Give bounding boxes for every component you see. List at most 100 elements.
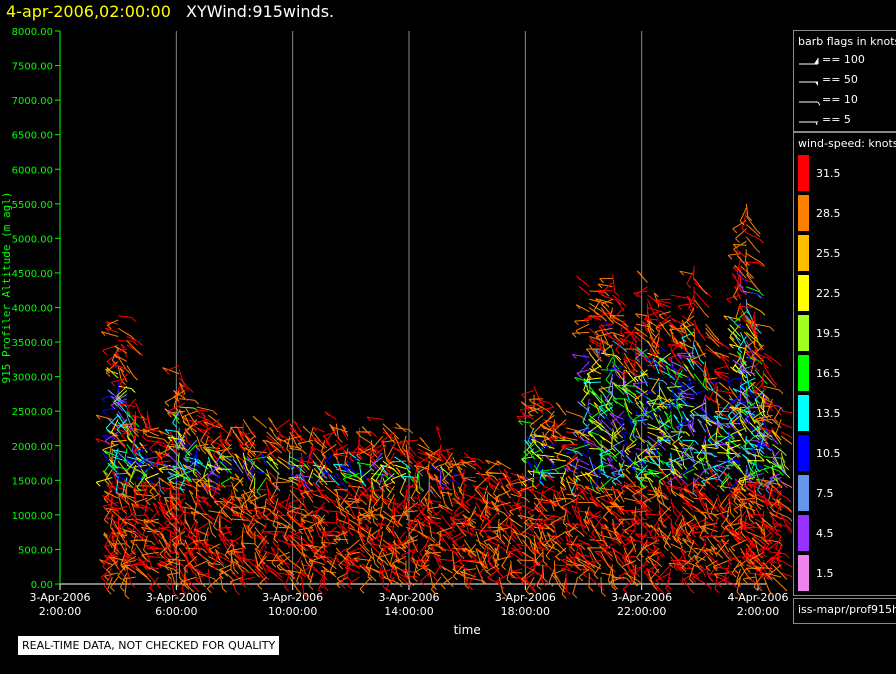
wind-barb <box>301 460 316 464</box>
wind-barb <box>347 551 360 556</box>
wind-barb-flag <box>332 453 338 458</box>
wind-barb-flag <box>513 501 519 507</box>
wind-barb-flag <box>173 396 179 402</box>
wind-barb-flag <box>714 588 720 594</box>
wind-barb <box>391 539 407 552</box>
wind-barb-flag <box>361 481 367 487</box>
wind-barb-flag <box>398 522 403 527</box>
wind-barb <box>335 531 349 538</box>
wind-barb-flag <box>202 446 208 452</box>
wind-barb-flag <box>394 522 399 528</box>
wind-barb-flag <box>202 548 208 554</box>
wind-barb <box>231 506 244 509</box>
wind-barb-flag <box>524 439 530 445</box>
wind-barb <box>193 539 209 542</box>
wind-barb-flag <box>105 427 111 433</box>
wind-barb-flag <box>272 482 277 488</box>
wind-barb-flag <box>502 592 508 597</box>
wind-barb <box>335 510 338 525</box>
wind-barb-flag <box>339 505 345 511</box>
wind-barb <box>288 497 302 505</box>
wind-barb-flag <box>503 469 509 474</box>
wind-barb-flag <box>582 421 588 427</box>
wind-barb <box>726 506 730 521</box>
wind-barb-flag <box>195 568 200 574</box>
wind-barb-flag <box>235 590 241 596</box>
wind-barb-flag <box>455 480 460 486</box>
wind-barb <box>207 518 213 534</box>
wind-barb-flag <box>318 480 324 486</box>
wind-barb-flag <box>342 451 348 457</box>
wind-barb <box>347 514 350 532</box>
wind-barb-flag <box>142 534 148 539</box>
wind-barb-flag <box>373 515 379 521</box>
wind-barb <box>254 556 260 574</box>
wind-barb-flag <box>336 523 342 529</box>
wind-barb <box>300 452 304 469</box>
wind-barb-flag <box>455 553 461 559</box>
wind-barb <box>659 468 677 471</box>
wind-barb <box>554 464 567 471</box>
wind-barb-flag <box>492 475 498 481</box>
wind-barb-flag <box>315 482 321 488</box>
wind-barb-flag <box>249 521 255 526</box>
wind-barb-flag <box>333 489 339 494</box>
wind-barb-flag <box>415 571 421 576</box>
wind-barb-flag <box>246 455 252 461</box>
wind-barb-flag <box>365 524 370 529</box>
wind-barb-flag <box>433 576 439 582</box>
wind-barb-flag <box>212 557 217 563</box>
wind-barb-flag <box>301 449 307 455</box>
wind-barb <box>572 576 579 594</box>
wind-barb-flag <box>187 477 193 483</box>
wind-barb <box>149 510 160 522</box>
wind-barb <box>525 402 543 408</box>
wind-barb-flag <box>131 427 137 433</box>
wind-barb <box>184 415 193 431</box>
wind-barb <box>365 556 372 568</box>
wind-barb-flag <box>531 438 536 444</box>
wind-barb <box>106 352 119 362</box>
wind-barb-flag <box>121 424 127 430</box>
wind-barb <box>312 518 320 536</box>
wind-barb-flag <box>203 477 208 482</box>
wind-barb <box>451 531 465 540</box>
wind-barb-flag <box>459 528 465 533</box>
wind-barb-flag <box>730 513 736 518</box>
wind-barb-flag <box>106 569 112 575</box>
wind-barb <box>336 560 350 568</box>
wind-barb <box>464 456 480 461</box>
wind-barb <box>255 448 267 459</box>
wind-barb-flag <box>485 472 491 477</box>
wind-barb-flag <box>321 541 326 547</box>
wind-barb <box>345 555 360 563</box>
wind-barb <box>333 452 348 456</box>
wind-barb-flag <box>357 532 363 538</box>
wind-barb <box>207 448 214 460</box>
wind-barb-flag <box>222 553 228 559</box>
wind-barb-flag <box>313 554 319 560</box>
wind-barb-flag <box>444 484 450 490</box>
wind-barb-flag <box>379 514 385 520</box>
wind-barb-flag <box>596 561 601 566</box>
wind-barb-flag <box>299 523 305 529</box>
wind-barb <box>565 527 571 541</box>
wind-barb-flag <box>384 561 389 566</box>
wind-barb-flag <box>583 453 588 459</box>
wind-barb-flag <box>178 446 184 451</box>
wind-barb-flag <box>520 401 526 407</box>
wind-barb <box>554 497 571 500</box>
wind-barb-flag <box>626 577 631 583</box>
wind-barb-flag <box>389 563 395 569</box>
wind-barb-flag <box>519 409 525 415</box>
wind-barb-flag <box>599 278 605 284</box>
wind-barb <box>179 477 186 489</box>
wind-barb-flag <box>338 564 344 570</box>
wind-barb <box>266 469 273 484</box>
wind-barb <box>258 551 267 566</box>
wind-barb <box>170 576 175 594</box>
wind-barb-flag <box>211 533 217 538</box>
wind-barb-flag <box>200 440 206 446</box>
wind-barb <box>231 572 243 581</box>
wind-barb-flag <box>527 412 533 417</box>
